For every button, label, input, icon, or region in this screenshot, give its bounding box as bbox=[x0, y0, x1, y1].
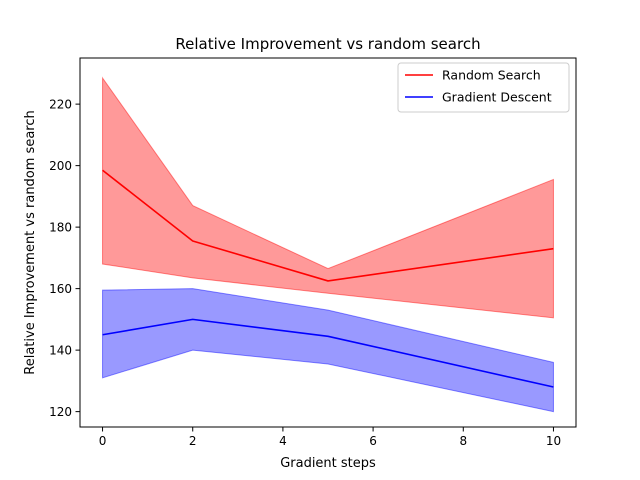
gradient-descent-band bbox=[102, 288, 554, 413]
legend-box bbox=[397, 62, 570, 113]
y-tick-label: 180 bbox=[49, 220, 72, 234]
legend: Random Search Gradient Descent bbox=[397, 62, 570, 113]
x-tick-label: 2 bbox=[189, 434, 197, 448]
y-axis-ticks: 120 140 160 180 200 220 bbox=[49, 97, 80, 419]
gradient-descent-line bbox=[102, 318, 554, 388]
x-tick-label: 8 bbox=[459, 434, 467, 448]
y-axis-label: Relative Improvement vs random search bbox=[23, 110, 38, 374]
x-tick-label: 10 bbox=[546, 434, 561, 448]
y-tick-label: 120 bbox=[49, 405, 72, 419]
y-tick-label: 160 bbox=[49, 282, 72, 296]
x-tick-label: 4 bbox=[279, 434, 287, 448]
chart-title: Relative Improvement vs random search bbox=[175, 35, 480, 53]
x-axis-ticks: 0 2 4 6 8 10 bbox=[99, 427, 561, 448]
x-tick-label: 0 bbox=[99, 434, 107, 448]
confidence-bands bbox=[102, 76, 554, 413]
x-axis-label: Gradient steps bbox=[280, 456, 376, 471]
plot-frame bbox=[79, 57, 577, 428]
random-search-band bbox=[102, 76, 554, 319]
legend-label-gradient-descent: Gradient Descent bbox=[442, 90, 552, 105]
y-tick-label: 140 bbox=[49, 343, 72, 357]
y-tick-label: 220 bbox=[49, 97, 72, 111]
x-tick-label: 6 bbox=[369, 434, 377, 448]
random-search-line bbox=[102, 169, 554, 282]
legend-label-random-search: Random Search bbox=[442, 68, 541, 83]
y-tick-label: 200 bbox=[49, 159, 72, 173]
series-lines bbox=[102, 169, 554, 388]
